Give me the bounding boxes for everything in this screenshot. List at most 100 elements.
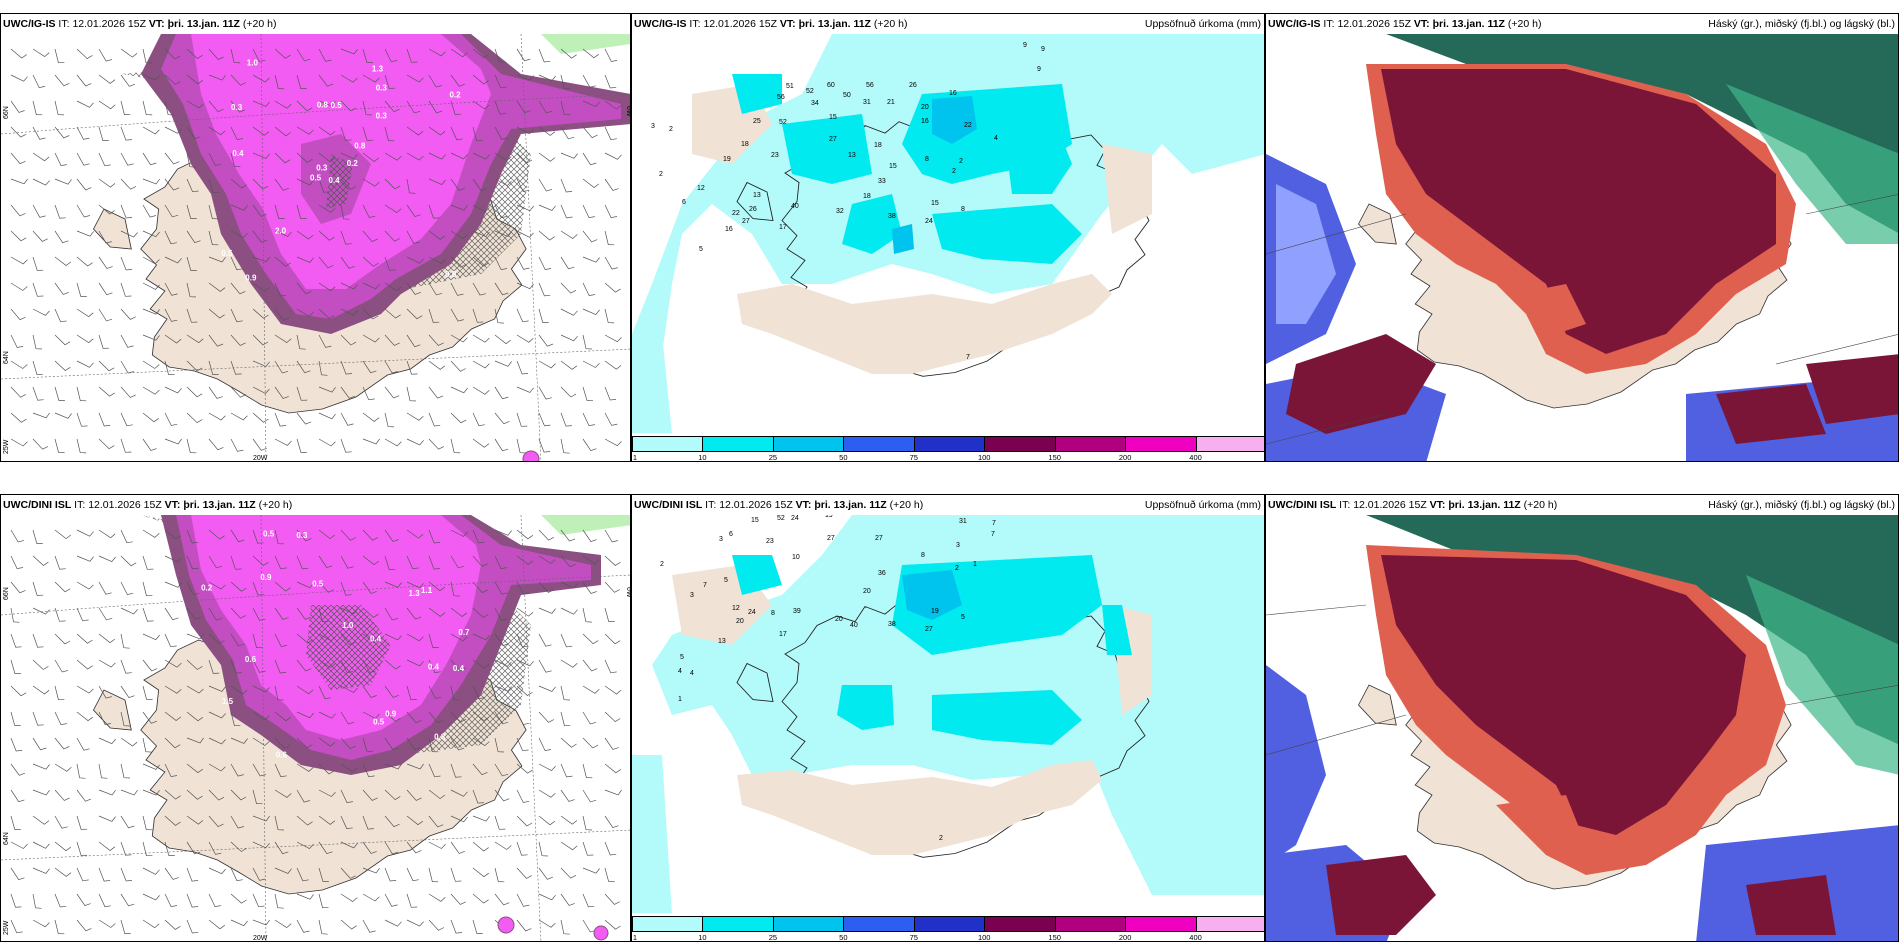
snow-value: 0.9 bbox=[385, 709, 397, 718]
precip-value: 20 bbox=[863, 588, 871, 595]
precip-value: 24 bbox=[925, 218, 933, 225]
precip-value: 12 bbox=[732, 605, 740, 612]
wind-barb bbox=[362, 529, 379, 541]
wind-barb bbox=[560, 438, 570, 454]
wind-barb bbox=[428, 555, 441, 570]
wind-barb bbox=[428, 74, 442, 88]
wind-barb bbox=[494, 412, 510, 425]
wind-barb bbox=[450, 737, 465, 751]
wind-barb bbox=[274, 412, 287, 427]
wind-barb bbox=[516, 256, 530, 270]
wind-barb bbox=[604, 633, 621, 645]
wind-barb bbox=[32, 204, 46, 218]
wind-barb bbox=[120, 438, 132, 453]
init-time: 12.01.2026 15Z bbox=[703, 18, 777, 30]
wind-barb bbox=[318, 685, 331, 700]
wind-barb bbox=[406, 412, 424, 421]
wind-barb bbox=[142, 919, 160, 929]
wind-barb bbox=[76, 789, 92, 802]
precip-value: 36 bbox=[878, 570, 886, 577]
it-label: IT: bbox=[1323, 18, 1335, 30]
wind-barb bbox=[362, 685, 377, 698]
wind-barb bbox=[186, 659, 203, 670]
wind-barb bbox=[142, 308, 160, 315]
wind-barb bbox=[384, 438, 402, 447]
wind-barb bbox=[32, 529, 43, 544]
wind-barb bbox=[340, 412, 354, 426]
wind-barb bbox=[120, 685, 135, 699]
precip-value: 27 bbox=[742, 218, 750, 225]
wind-barb bbox=[384, 178, 401, 190]
wind-barb bbox=[10, 178, 28, 185]
wind-barb bbox=[120, 100, 131, 116]
wind-barb bbox=[582, 412, 596, 426]
colorbar-tick: 50 bbox=[839, 453, 848, 462]
wind-barb bbox=[54, 893, 67, 908]
wind-barb bbox=[560, 412, 572, 427]
it-label: IT: bbox=[58, 18, 70, 30]
wind-barb bbox=[472, 48, 489, 59]
wind-barb bbox=[450, 607, 468, 617]
colorbar-tick: 200 bbox=[1118, 933, 1132, 942]
wind-barb bbox=[318, 581, 334, 593]
precip-value: 40 bbox=[850, 622, 858, 629]
wind-barb bbox=[230, 230, 248, 239]
wind-barb bbox=[10, 412, 27, 423]
lead-time: (+20 h) bbox=[242, 18, 277, 30]
wind-barb bbox=[450, 48, 468, 58]
wind-barb bbox=[428, 386, 444, 399]
wind-barb bbox=[164, 334, 182, 344]
wind-barb bbox=[450, 256, 467, 268]
wind-barb bbox=[450, 308, 464, 322]
wind-barb bbox=[516, 581, 530, 595]
wind-barb bbox=[516, 919, 532, 932]
wind-barb bbox=[428, 282, 443, 296]
snow-value: 0.6 bbox=[245, 655, 257, 664]
colorbar-tick: 100 bbox=[977, 453, 991, 462]
wind-barb bbox=[450, 100, 462, 115]
wind-barbs bbox=[10, 529, 622, 935]
wind-barb bbox=[186, 581, 200, 595]
wind-barb bbox=[54, 74, 70, 87]
wind-barb bbox=[472, 529, 485, 544]
wind-barb bbox=[274, 685, 284, 701]
wind-barb bbox=[274, 308, 290, 321]
wind-barb bbox=[274, 763, 287, 778]
wind-barb bbox=[406, 841, 422, 854]
graticule bbox=[1, 515, 630, 941]
wind-barb bbox=[516, 308, 529, 323]
map-title: Uppsöfnuð úrkoma (mm) bbox=[1144, 499, 1261, 511]
wind-barb bbox=[384, 737, 399, 751]
wind-barb bbox=[76, 386, 87, 402]
wind-barb bbox=[428, 529, 441, 544]
precip-value: 52 bbox=[806, 88, 814, 95]
wind-barb bbox=[10, 685, 27, 697]
wind-barb bbox=[296, 529, 312, 542]
wind-barb bbox=[494, 256, 508, 270]
wind-barb bbox=[208, 126, 226, 136]
wind-barb bbox=[32, 412, 50, 419]
lat-64-label: 64N bbox=[3, 832, 10, 845]
wind-barb bbox=[340, 711, 355, 725]
wind-barb bbox=[472, 893, 489, 904]
precip-value: 27 bbox=[827, 535, 835, 542]
wind-barb bbox=[208, 178, 220, 193]
wind-barb bbox=[296, 555, 309, 570]
wind-barb bbox=[450, 919, 463, 934]
wind-barb bbox=[516, 282, 534, 290]
wind-barb bbox=[252, 48, 266, 62]
wind-barb bbox=[32, 256, 44, 271]
wind-barb bbox=[230, 841, 247, 852]
wind-barb bbox=[450, 555, 465, 569]
wind-barb bbox=[252, 308, 269, 319]
wind-barb bbox=[538, 386, 552, 400]
wind-barb bbox=[384, 230, 401, 242]
wind-barb bbox=[120, 48, 138, 58]
wind-barb bbox=[252, 256, 270, 263]
wind-barb bbox=[384, 529, 399, 542]
wind-barb bbox=[252, 607, 266, 621]
wind-barb bbox=[384, 711, 401, 722]
wind-barb bbox=[54, 919, 65, 935]
panel-precip-ig-is: UWC/IG-IS IT: 12.01.2026 15Z VT: þri. 13… bbox=[631, 13, 1265, 462]
wind-barb bbox=[120, 633, 130, 649]
